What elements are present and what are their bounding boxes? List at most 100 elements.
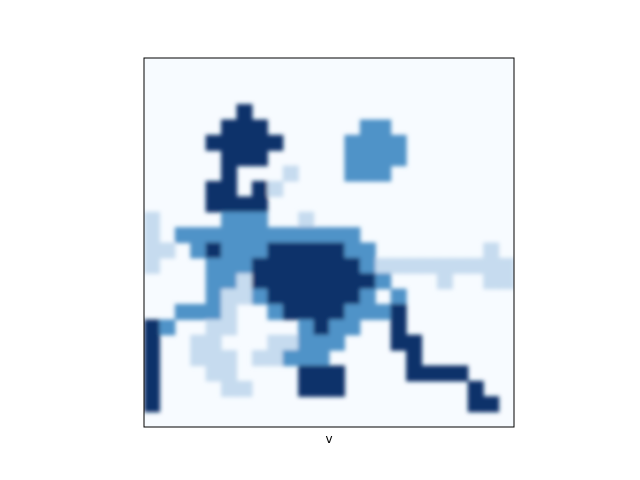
heatmap-cell [313, 334, 330, 351]
x-axis-label: v [325, 432, 332, 446]
heatmap-cell [298, 288, 315, 305]
heatmap-cell [452, 257, 469, 274]
heatmap-cell [205, 334, 222, 351]
heatmap-cell [251, 227, 268, 244]
heatmap-cell [236, 211, 253, 228]
heatmap-cell [344, 150, 361, 167]
heatmap-cell [174, 227, 191, 244]
heatmap-cell [190, 227, 207, 244]
heatmap-cell [313, 380, 330, 397]
heatmap-cell [329, 242, 346, 259]
heatmap-cell [298, 242, 315, 259]
heatmap-cell [221, 119, 238, 136]
heatmap-cell [159, 242, 176, 259]
heatmap-cell [359, 165, 376, 182]
heatmap-cell [390, 304, 407, 320]
heatmap-cell [329, 365, 346, 382]
heatmap-cell [298, 334, 315, 351]
heatmap-cell [452, 365, 469, 382]
heatmap-cell [483, 396, 500, 413]
heatmap-cell [344, 288, 361, 305]
heatmap-cell [236, 134, 253, 151]
heatmap-cell [344, 165, 361, 182]
heatmap-cell [236, 150, 253, 167]
heatmap-cell [282, 165, 299, 182]
heatmap-cell [221, 319, 238, 336]
heatmap-cell [359, 257, 376, 274]
heatmap-cell [344, 242, 361, 259]
heatmap-cell [251, 181, 268, 197]
heatmap-cell [144, 334, 161, 351]
heatmap-cell [174, 304, 191, 320]
heatmap-cell [390, 288, 407, 305]
heatmap-cell [144, 350, 161, 367]
heatmap-cell [221, 181, 238, 197]
heatmap-cell [298, 304, 315, 320]
heatmap-cell [421, 365, 438, 382]
heatmap-cell [236, 288, 253, 305]
heatmap-cell [236, 273, 253, 290]
heatmap-cell [329, 304, 346, 320]
heatmap-cell [436, 365, 453, 382]
heatmap-cell [267, 334, 284, 351]
heatmap-cell [359, 242, 376, 259]
heatmap-cell [267, 304, 284, 320]
heatmap-cell [221, 242, 238, 259]
heatmap-cell [205, 196, 222, 213]
heatmap-cell [375, 150, 392, 167]
heatmap-cell [221, 288, 238, 305]
heatmap-cell [390, 150, 407, 167]
heatmap-cell [251, 350, 268, 367]
heatmap-cell [359, 304, 376, 320]
heatmap-cell [329, 380, 346, 397]
heatmap-cell [251, 119, 268, 136]
heatmap-cell [359, 119, 376, 136]
axes-frame [143, 57, 515, 428]
heatmap-cell [282, 227, 299, 244]
heatmap-cell [282, 334, 299, 351]
heatmap-cell [221, 350, 238, 367]
heatmap-cell [282, 288, 299, 305]
heatmap-cell [267, 181, 284, 197]
heatmap-cell [144, 396, 161, 413]
heatmap-cell [344, 273, 361, 290]
heatmap-cell [359, 150, 376, 167]
heatmap-cell [390, 134, 407, 151]
heatmap-cell [313, 242, 330, 259]
heatmap-cell [344, 257, 361, 274]
heatmap-cell [282, 350, 299, 367]
heatmap-cell [329, 257, 346, 274]
heatmap-cell [467, 396, 484, 413]
heatmap-cell [282, 257, 299, 274]
heatmap-cell [298, 350, 315, 367]
heatmap-cell [221, 365, 238, 382]
heatmap-cell [251, 273, 268, 290]
heatmap-cell [436, 273, 453, 290]
heatmap-cell [282, 304, 299, 320]
heatmap-cell [467, 380, 484, 397]
heatmap-cell [313, 288, 330, 305]
heatmap-cell [421, 257, 438, 274]
heatmap-cell [221, 273, 238, 290]
heatmap-cell [144, 211, 161, 228]
heatmap-cell [144, 319, 161, 336]
heatmap-cell [313, 227, 330, 244]
heatmap-cell [205, 365, 222, 382]
heatmap-cell [313, 350, 330, 367]
heatmap-cell [406, 334, 423, 351]
heatmap-cell [205, 288, 222, 305]
heatmap-cell [221, 211, 238, 228]
heatmap-cell [236, 227, 253, 244]
heatmap-cell [375, 134, 392, 151]
heatmap-cell [483, 273, 500, 290]
heatmap-cell [251, 257, 268, 274]
heatmap-cell [236, 119, 253, 136]
heatmap-cell [329, 288, 346, 305]
heatmap-cell [267, 227, 284, 244]
heatmap-cell [344, 227, 361, 244]
heatmap-cell [236, 196, 253, 213]
heatmap-cell [205, 304, 222, 320]
heatmap-cell [375, 304, 392, 320]
heatmap-cell [205, 181, 222, 197]
